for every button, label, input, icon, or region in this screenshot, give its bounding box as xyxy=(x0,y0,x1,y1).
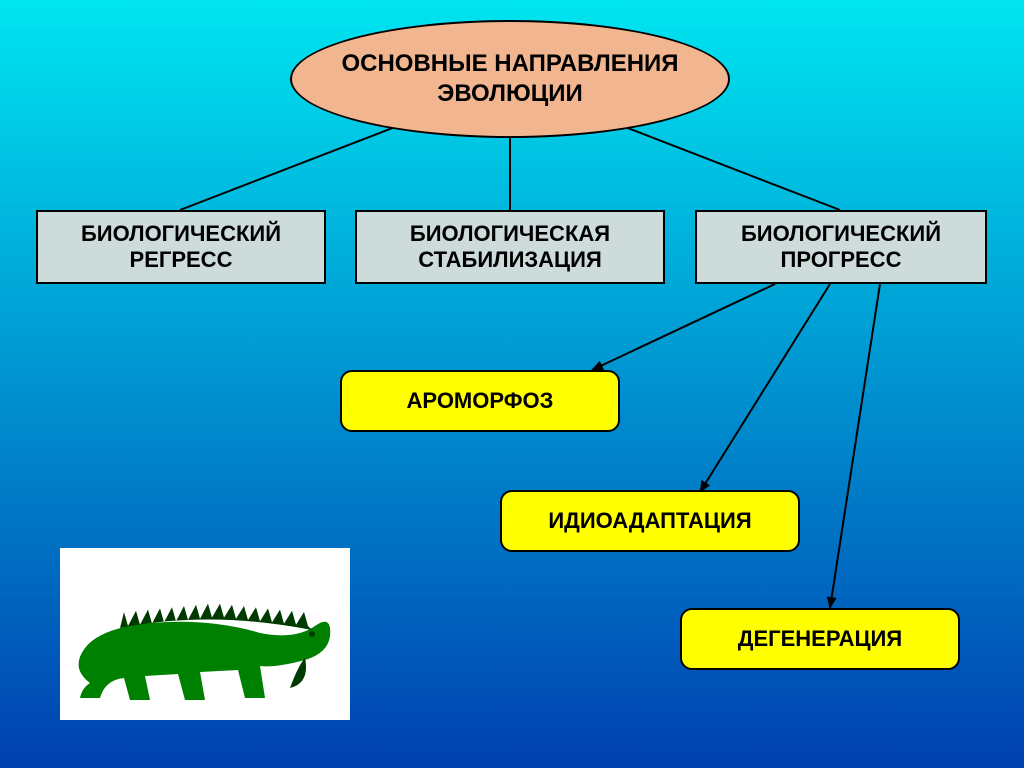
illustration-frame xyxy=(60,548,350,720)
level2-degeneration: ДЕГЕНЕРАЦИЯ xyxy=(680,608,960,670)
root-node: ОСНОВНЫЕ НАПРАВЛЕНИЯ ЭВОЛЮЦИИ xyxy=(290,20,730,138)
level1-progress: БИОЛОГИЧЕСКИЙ ПРОГРЕСС xyxy=(695,210,987,284)
level2-label: ИДИОАДАПТАЦИЯ xyxy=(548,508,751,534)
iguana-illustration xyxy=(60,548,350,720)
root-label: ОСНОВНЫЕ НАПРАВЛЕНИЯ ЭВОЛЮЦИИ xyxy=(322,49,698,109)
level1-label: БИОЛОГИЧЕСКИЙ ПРОГРЕСС xyxy=(705,221,977,274)
level1-regress: БИОЛОГИЧЕСКИЙ РЕГРЕСС xyxy=(36,210,326,284)
level2-label: ДЕГЕНЕРАЦИЯ xyxy=(738,626,902,652)
diagram-content: ОСНОВНЫЕ НАПРАВЛЕНИЯ ЭВОЛЮЦИИ БИОЛОГИЧЕС… xyxy=(0,0,1024,768)
level2-idioadapt: ИДИОАДАПТАЦИЯ xyxy=(500,490,800,552)
level1-label: БИОЛОГИЧЕСКАЯ СТАБИЛИЗАЦИЯ xyxy=(365,221,655,274)
level2-label: АРОМОРФОЗ xyxy=(407,388,554,414)
level1-stabil: БИОЛОГИЧЕСКАЯ СТАБИЛИЗАЦИЯ xyxy=(355,210,665,284)
level2-aromorphosis: АРОМОРФОЗ xyxy=(340,370,620,432)
level1-label: БИОЛОГИЧЕСКИЙ РЕГРЕСС xyxy=(46,221,316,274)
